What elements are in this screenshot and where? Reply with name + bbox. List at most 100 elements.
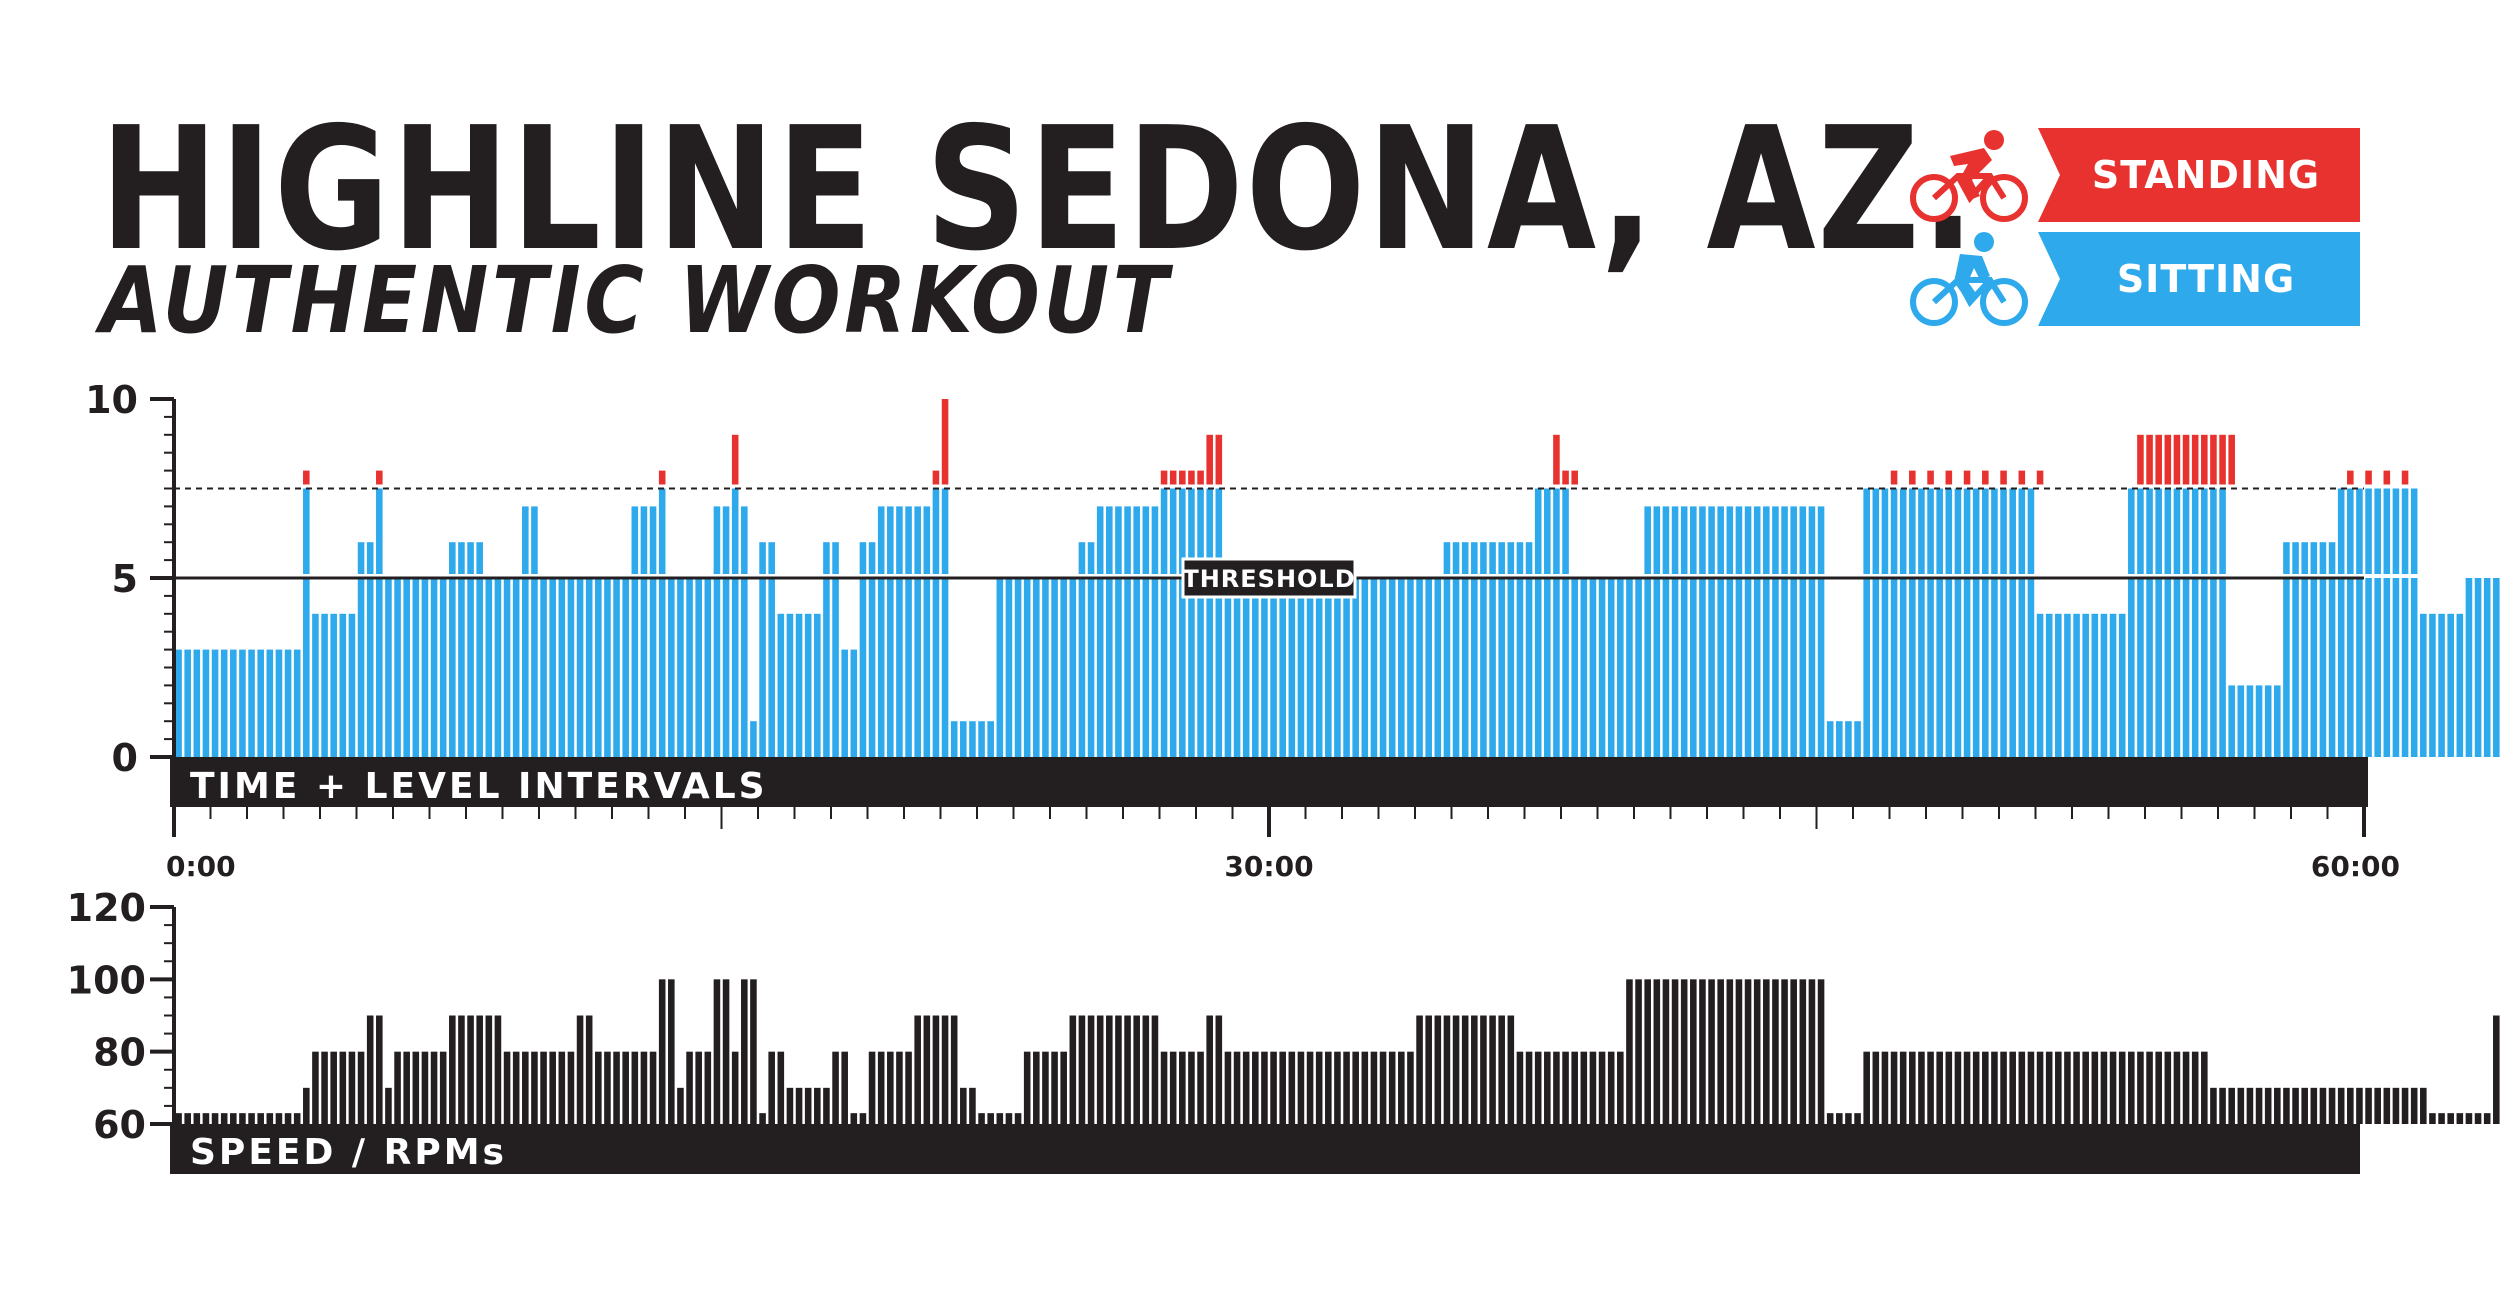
rpm-bar [2237, 1087, 2245, 1124]
rpm-bar [1124, 1015, 1131, 1124]
sitting-level-bar [2228, 685, 2235, 757]
sitting-level-bar [877, 506, 885, 574]
rpm-bar [1106, 1015, 1113, 1124]
sitting-level-bar [2164, 578, 2172, 757]
sitting-level-bar [640, 506, 648, 574]
rpm-bar [1206, 1015, 1213, 1124]
sitting-level-bar [1188, 578, 1195, 757]
sitting-level-bar [941, 578, 949, 757]
sitting-level-bar [1927, 578, 1934, 757]
sitting-level-bar [960, 721, 967, 757]
rpm-bar [2274, 1087, 2281, 1124]
sitting-level-bar [1735, 578, 1743, 757]
sitting-level-bar [1854, 721, 1861, 757]
sitting-level-bar [2210, 488, 2217, 574]
sitting-level-bar [1206, 578, 1213, 757]
sitting-level-bar [2173, 488, 2181, 574]
rpm-bar [2283, 1087, 2290, 1124]
rpm-bar [1881, 1051, 1889, 1124]
sitting-level-bar [1799, 506, 1807, 574]
rpm-bar [2210, 1087, 2217, 1124]
sitting-level-bar [2064, 613, 2071, 757]
sitting-level-bar [2365, 488, 2372, 574]
rpm-bar [1151, 1015, 1159, 1124]
sitting-level-bar [1580, 578, 1588, 757]
rpm-bar [950, 1015, 958, 1124]
sitting-level-bar [613, 578, 620, 757]
sitting-level-bar [284, 649, 292, 757]
sitting-level-bar [230, 649, 237, 757]
sitting-level-bar [1972, 578, 1980, 757]
rpm-bar [814, 1087, 821, 1124]
sitting-level-bar [1023, 578, 1031, 757]
sitting-level-bar [1644, 506, 1651, 574]
sitting-level-bar [576, 578, 584, 757]
sitting-level-bar [604, 578, 611, 757]
sitting-level-bar [1279, 578, 1286, 757]
rpm-bar [1005, 1113, 1013, 1124]
sitting-level-bar [823, 542, 830, 574]
sitting-level-bar [1890, 578, 1898, 757]
legend-standing-swatch: STANDING [2038, 128, 2360, 222]
sitting-level-bar [1744, 578, 1752, 757]
rpm-bar [1717, 979, 1724, 1124]
rpm-bar [366, 1015, 374, 1124]
sitting-level-bar [914, 578, 921, 757]
sitting-level-bar [494, 578, 502, 757]
standing-level-bar [2000, 470, 2007, 485]
sitting-level-bar [439, 578, 447, 757]
sitting-level-bar [1516, 542, 1524, 574]
sitting-level-bar [1945, 578, 1953, 757]
sitting-level-bar [1270, 578, 1277, 757]
rpm-bar [494, 1015, 502, 1124]
rpm-bar [1452, 1015, 1460, 1124]
sitting-level-bar [1662, 506, 1670, 574]
sitting-level-bar [1991, 488, 1998, 574]
sitting-level-bar [2255, 685, 2263, 757]
sitting-level-bar [1489, 578, 1496, 757]
rpm-bar [2009, 1051, 2016, 1124]
rpm-bar [850, 1113, 858, 1124]
rpm-bar [439, 1051, 447, 1124]
sitting-level-bar [522, 578, 529, 757]
legend-sitting-label: SITTING [2116, 257, 2296, 301]
sitting-level-bar [1963, 578, 1971, 757]
rpm-bar [1096, 1015, 1104, 1124]
rpm-bar [585, 1015, 593, 1124]
rpm-bar [1078, 1015, 1086, 1124]
standing-level-bar [2401, 470, 2409, 485]
sitting-level-bar [421, 578, 429, 757]
legend-standing-label: STANDING [2091, 153, 2321, 197]
standing-level-bar [1160, 470, 1168, 485]
rpm-bar [1507, 1015, 1515, 1124]
sitting-level-bar [549, 578, 556, 757]
sitting-level-bar [2191, 488, 2199, 574]
rpm-bar [978, 1113, 985, 1124]
rpm-bar [1115, 1015, 1122, 1124]
rpm-bar [531, 1051, 538, 1124]
standing-level-bar [1571, 470, 1578, 485]
sitting-level-bar [1817, 578, 1825, 757]
rpm-bar [722, 979, 730, 1124]
rpm-bar [2337, 1087, 2345, 1124]
sitting-level-bar [531, 578, 538, 757]
sitting-level-bar [248, 649, 255, 757]
rpm-bar [1379, 1051, 1387, 1124]
rpm-bar [1945, 1051, 1953, 1124]
rpm-bar [1635, 979, 1642, 1124]
sitting-level-bar [2009, 578, 2016, 757]
sitting-level-bar [1544, 578, 1551, 757]
sitting-level-bar [257, 649, 264, 757]
sitting-level-bar [2319, 578, 2327, 757]
rpm-bar [1188, 1051, 1195, 1124]
rpm-bar [376, 1015, 383, 1124]
sitting-level-bar [823, 578, 830, 757]
sitting-level-bar [1480, 542, 1487, 574]
sitting-level-bar [1781, 506, 1788, 574]
rpm-bar [704, 1051, 712, 1124]
sitting-level-bar [2474, 578, 2482, 757]
sitting-level-bar [1726, 506, 1734, 574]
x-tick-label: 60:00 [2311, 850, 2400, 883]
sitting-level-bar [2337, 488, 2345, 574]
standing-level-bar [1206, 434, 1213, 485]
